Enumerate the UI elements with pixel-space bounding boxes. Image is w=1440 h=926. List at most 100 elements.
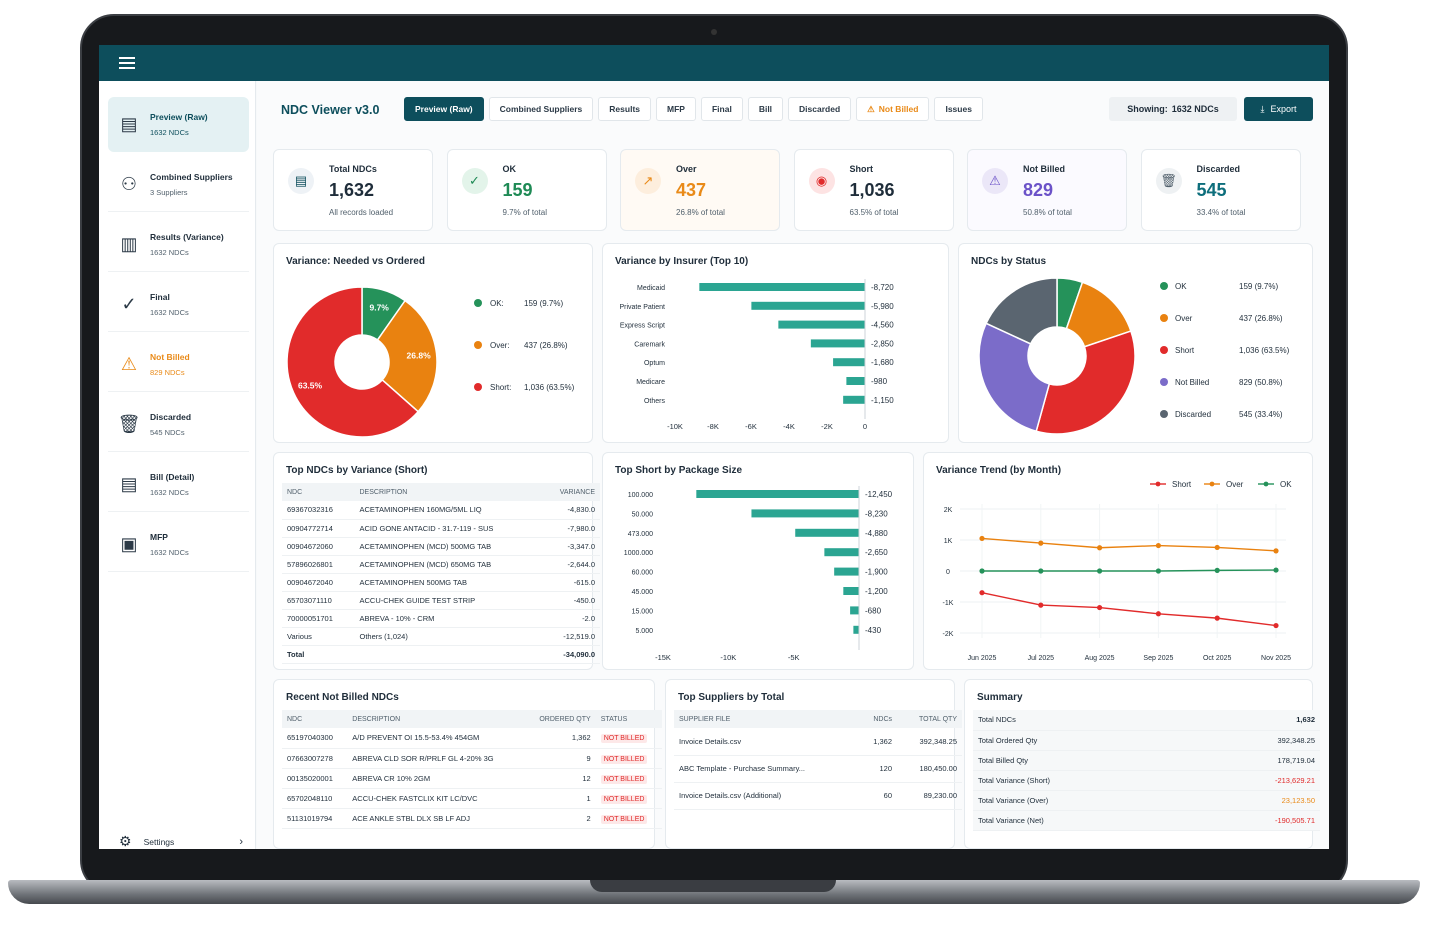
data-point[interactable]: [1038, 540, 1044, 546]
data-point[interactable]: [1214, 544, 1220, 551]
bar[interactable]: [696, 490, 859, 498]
data-point[interactable]: [1273, 567, 1279, 573]
data-point[interactable]: [1097, 604, 1103, 611]
settings-link[interactable]: ⚙ Settings ›: [119, 833, 243, 849]
data-point[interactable]: [979, 568, 985, 574]
pie-slice[interactable]: [985, 277, 1058, 345]
bar[interactable]: [699, 283, 865, 291]
tab-issues[interactable]: Issues: [934, 97, 983, 121]
table-row[interactable]: 65703071110 ACCU-CHEK GUIDE TEST STRIP -45…: [282, 591, 600, 610]
card-title: Variance by Insurer (Top 10): [615, 256, 749, 267]
ndc-cell[interactable]: 00904672040: [282, 573, 355, 592]
total-value: -34,090.0: [541, 645, 600, 664]
sidebar-item-preview[interactable]: ▤ Preview (Raw) 1632 NDCs: [108, 97, 249, 152]
data-point[interactable]: [1214, 567, 1220, 573]
ndc-cell[interactable]: 70000051701: [282, 609, 355, 628]
table-row[interactable]: 70000051701 ABREVA - 10% - CRM -2.0: [282, 609, 600, 628]
bar[interactable]: [853, 625, 859, 634]
sidebar-item-mfp[interactable]: ▣ MFP 1632 NDCs: [108, 517, 249, 572]
x-tick-label: Sep 2025: [1143, 655, 1173, 662]
tab-combined-suppliers[interactable]: Combined Suppliers: [488, 97, 594, 121]
bar[interactable]: [834, 567, 859, 576]
bar[interactable]: [846, 377, 865, 385]
tab-discarded[interactable]: Discarded: [788, 97, 852, 121]
bar[interactable]: [810, 339, 865, 348]
tab-not-billed[interactable]: ⚠ Not Billed: [856, 97, 930, 121]
table-row[interactable]: 00904672040 ACETAMINOPHEN 500MG TAB -615.0: [282, 573, 600, 592]
data-point[interactable]: [1038, 568, 1044, 574]
series-line: [981, 537, 1277, 552]
ndc-cell[interactable]: 57896026801: [282, 555, 355, 574]
summary-label: Total Variance (Net): [973, 810, 1189, 831]
table-row[interactable]: Invoice Details.csv (Additional) 60 89,230…: [674, 782, 962, 810]
bar[interactable]: [824, 548, 859, 557]
variance-cell: -3,347.0: [541, 537, 600, 556]
data-point[interactable]: [1097, 568, 1103, 574]
bar[interactable]: [751, 509, 859, 518]
menu-icon[interactable]: [119, 57, 135, 69]
data-point[interactable]: [1038, 602, 1044, 608]
card-title: Summary: [977, 692, 1023, 703]
bar[interactable]: [850, 606, 859, 615]
pie-slice[interactable]: [1035, 330, 1136, 435]
ndc-cell[interactable]: 00904772714: [282, 519, 355, 538]
stat-sub: 50.8% of total: [1023, 208, 1072, 217]
data-point[interactable]: [1155, 542, 1161, 549]
table-row[interactable]: 00904672060 ACETAMINOPHEN (MCD) 500MG TAB…: [282, 537, 600, 556]
data-point[interactable]: [1155, 611, 1161, 617]
value-label: -5,980: [871, 302, 894, 311]
sidebar-item-combined[interactable]: ⚇ Combined Suppliers 3 Suppliers: [108, 157, 249, 212]
sidebar-item-label: Bill (Detail): [150, 471, 195, 482]
data-point[interactable]: [979, 590, 985, 596]
table-row[interactable]: Various Others (1,024) -12,519.0: [282, 627, 600, 646]
data-point[interactable]: [1097, 545, 1103, 551]
table-row[interactable]: Invoice Details.csv 1,362 392,348.25: [674, 728, 962, 756]
table-row[interactable]: ABC Template - Purchase Summary... 120 180…: [674, 755, 962, 783]
bar[interactable]: [778, 320, 865, 329]
sidebar-item-results[interactable]: ▥ Results (Variance) 1632 NDCs: [108, 217, 249, 272]
data-point[interactable]: [1273, 548, 1279, 554]
data-point[interactable]: [1155, 568, 1161, 574]
table-row[interactable]: 65702048110 ACCU-CHEK FASTCLIX KIT LC/DVC…: [282, 788, 662, 809]
bar[interactable]: [795, 528, 859, 537]
tab-bill[interactable]: Bill: [747, 97, 784, 121]
category-label: Others: [644, 398, 666, 405]
qty-cell: 2: [524, 808, 596, 829]
ndc-cell[interactable]: Various: [282, 627, 355, 646]
ndc-cell[interactable]: 00904672060: [282, 537, 355, 556]
target-icon: ◉: [808, 168, 835, 194]
users-icon: ⚇: [120, 173, 138, 194]
ndc-cell[interactable]: 69367032316: [282, 501, 355, 520]
y-tick-label: 1K: [944, 538, 953, 545]
table-row[interactable]: 51131019794 ACE ANKLE STBL DLX SB LF ADJ 2…: [282, 808, 662, 829]
sidebar-item-not-billed[interactable]: ⚠ Not Billed 829 NDCs: [108, 337, 249, 392]
data-point[interactable]: [979, 535, 985, 542]
value-label: -680: [865, 606, 882, 615]
sidebar-item-bill[interactable]: ▤ Bill (Detail) 1632 NDCs: [108, 457, 249, 512]
pie-slice[interactable]: [286, 286, 420, 438]
table-row[interactable]: 69367032316 ACETAMINOPHEN 160MG/5ML LIQ -4…: [282, 501, 600, 520]
pie-slice[interactable]: [978, 322, 1051, 433]
ndc-cell[interactable]: 65703071110: [282, 591, 355, 610]
table-row[interactable]: 00904772714 ACID GONE ANTACID - 31.7-119 …: [282, 519, 600, 538]
export-button[interactable]: ⤓ Export: [1244, 97, 1313, 121]
category-label: Private Patient: [619, 304, 665, 311]
legend-value: 1,036 (63.5%): [524, 383, 575, 392]
sidebar-item-final[interactable]: ✓ Final 1632 NDCs: [108, 277, 249, 332]
data-point[interactable]: [1273, 622, 1279, 629]
table-row[interactable]: 65197040300 A/D PREVENT OI 15.5-53.4% 454…: [282, 728, 662, 749]
bar[interactable]: [843, 395, 865, 404]
sidebar-item-discarded[interactable]: 🗑 Discarded 545 NDCs: [108, 397, 249, 452]
bar[interactable]: [751, 301, 865, 310]
tab-preview[interactable]: Preview (Raw): [404, 97, 484, 121]
tab-results[interactable]: Results: [598, 97, 652, 121]
table-row[interactable]: 57896026801 ACETAMINOPHEN (MCD) 650MG TAB…: [282, 555, 600, 574]
pie-slice[interactable]: [376, 299, 438, 413]
tab-final[interactable]: Final: [700, 97, 743, 121]
bar[interactable]: [833, 358, 865, 367]
bar[interactable]: [843, 587, 859, 595]
data-point[interactable]: [1214, 615, 1220, 621]
tab-mfp[interactable]: MFP: [656, 97, 696, 121]
table-row[interactable]: 07663007278 ABREVA CLD SOR R/PRLF GL 4-20…: [282, 748, 662, 769]
table-row[interactable]: 00135020001 ABREVA CR 10% 2GM 12 NOT BILLED: [282, 768, 662, 789]
